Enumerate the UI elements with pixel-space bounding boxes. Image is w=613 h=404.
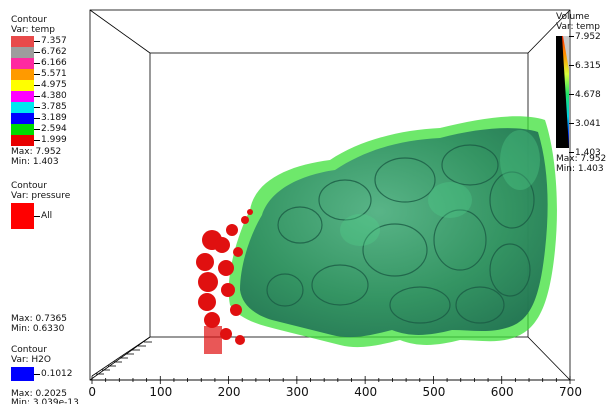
x-axis-tick-label: 200 — [217, 385, 241, 399]
temp-legend-title: Contour — [11, 15, 47, 25]
temp-level-swatch — [11, 102, 34, 113]
temp-legend-max: Max: 7.952 — [11, 147, 62, 157]
x-axis-tick-label: 700 — [559, 385, 582, 399]
temp-level-tick — [34, 96, 40, 97]
temp-level-label: 1.999 — [41, 135, 67, 145]
temp-level-tick — [34, 63, 40, 64]
pressure-legend-min: Min: 0.6330 — [11, 324, 65, 334]
x-axis-tick-label: 300 — [285, 385, 309, 399]
temp-level-swatch — [11, 47, 34, 58]
green-isosurface — [228, 116, 557, 348]
temp-level-swatch — [11, 124, 34, 135]
h2o-tick — [34, 374, 40, 375]
volume-tick-label: 7.952 — [575, 32, 601, 42]
pressure-legend-var: Var: pressure — [11, 191, 71, 201]
temp-level-tick — [34, 129, 40, 130]
x-axis-tick-label: 600 — [490, 385, 514, 399]
volume-tick-label: 1.403 — [575, 148, 601, 158]
temp-level-swatch — [11, 113, 34, 124]
volume-legend-var: Var: temp — [556, 22, 600, 32]
x-axis-tick-label: 500 — [422, 385, 446, 399]
temp-level-tick — [34, 107, 40, 108]
temp-legend-var: Var: temp — [11, 25, 55, 35]
temp-level-label: 4.975 — [41, 80, 67, 90]
h2o-legend-var: Var: H2O — [11, 355, 51, 365]
z-axis-ticks — [91, 336, 152, 377]
temp-level-tick — [34, 85, 40, 86]
temp-level-label: 2.594 — [41, 124, 67, 134]
h2o-legend-max: Max: 0.2025 — [11, 389, 67, 399]
temp-legend-min: Min: 1.403 — [11, 157, 59, 167]
temp-level-swatch — [11, 80, 34, 91]
temp-level-tick — [34, 74, 40, 75]
temp-level-swatch — [11, 135, 34, 146]
temp-level-swatch — [11, 58, 34, 69]
x-axis-tick-label: 0 — [88, 385, 96, 399]
temp-level-tick — [34, 140, 40, 141]
volume-tick — [569, 94, 574, 95]
h2o-swatch — [11, 367, 34, 381]
volume-legend-min: Min: 1.403 — [556, 164, 604, 174]
volume-tick — [569, 36, 574, 37]
volume-tick-label: 3.041 — [575, 119, 601, 129]
pressure-legend-title: Contour — [11, 181, 47, 191]
temp-level-label: 7.357 — [41, 36, 67, 46]
volume-colorbar — [556, 36, 569, 148]
pressure-tick — [34, 216, 40, 217]
pressure-label: All — [41, 211, 53, 221]
volume-legend-title: Volume — [556, 12, 590, 22]
temp-level-label: 4.380 — [41, 91, 67, 101]
x-axis-tick-label: 100 — [149, 385, 173, 399]
temp-level-label: 6.166 — [41, 58, 67, 68]
temp-level-label: 3.189 — [41, 113, 67, 123]
temp-level-label: 5.571 — [41, 69, 67, 79]
temp-level-tick — [34, 118, 40, 119]
temp-level-label: 3.785 — [41, 102, 67, 112]
volume-tick — [569, 152, 574, 153]
h2o-legend-title: Contour — [11, 345, 47, 355]
h2o-label: 0.1012 — [41, 369, 73, 379]
pressure-swatch — [11, 203, 34, 229]
volume-tick — [569, 65, 574, 66]
volume-tick — [569, 123, 574, 124]
temp-level-tick — [34, 52, 40, 53]
pressure-legend-max: Max: 0.7365 — [11, 314, 67, 324]
volume-tick-label: 4.678 — [575, 90, 601, 100]
red-isosurface — [196, 209, 253, 354]
temp-level-swatch — [11, 36, 34, 47]
temp-level-tick — [34, 41, 40, 42]
h2o-legend-min: Min: 3.039e-13 — [11, 398, 79, 404]
temp-level-label: 6.762 — [41, 47, 67, 57]
temp-level-swatch — [11, 69, 34, 80]
temp-level-swatch — [11, 91, 34, 102]
x-axis-tick-label: 400 — [354, 385, 378, 399]
volume-legend-max: Max: 7.952 — [556, 154, 607, 164]
volume-tick-label: 6.315 — [575, 61, 601, 71]
